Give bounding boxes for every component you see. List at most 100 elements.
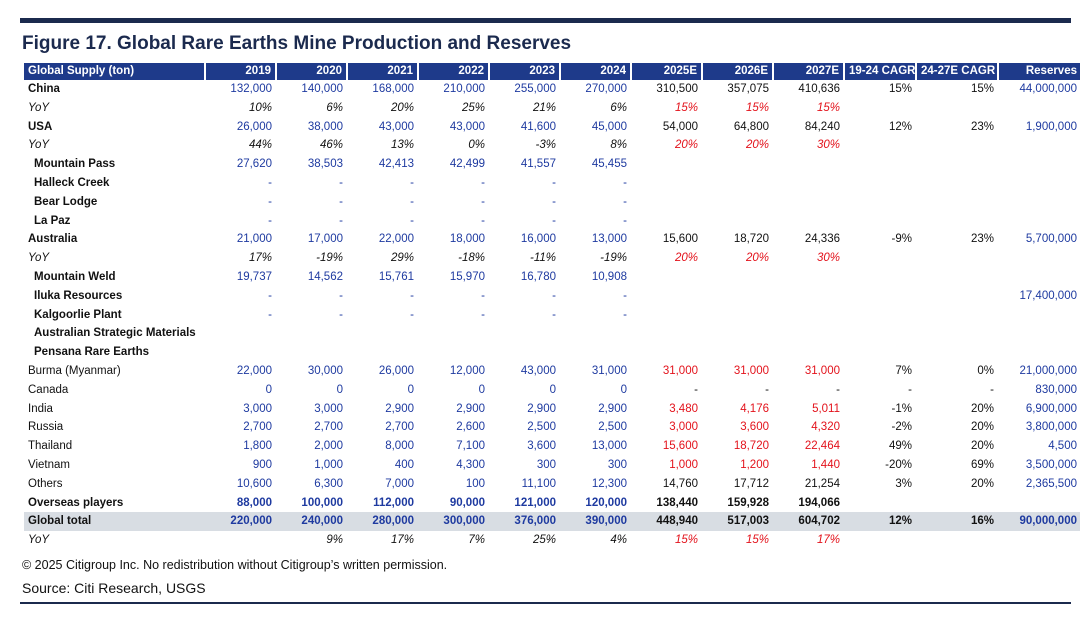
table-cell: 31,000 [733, 364, 769, 377]
table-cell: 2,700 [314, 421, 343, 434]
table-cell: 38,000 [307, 120, 343, 133]
table-cell: 100,000 [301, 496, 343, 509]
table-cell [773, 174, 844, 193]
table-cell: 280,000 [347, 512, 418, 532]
table-cell [998, 249, 1080, 268]
table-cell: 21% [532, 101, 556, 114]
table-cell: 38,503 [307, 158, 343, 171]
table-cell: 31,000 [591, 364, 627, 377]
table-cell: 0 [407, 383, 414, 396]
table-cell: 220,000 [205, 512, 276, 532]
table-cell: 20% [745, 139, 769, 152]
table-row: Pensana Rare Earths [24, 343, 1080, 362]
table-cell: 0 [265, 383, 272, 396]
table-cell: - [990, 383, 994, 396]
table-cell: - [623, 195, 627, 208]
table-cell: 210,000 [443, 83, 485, 95]
table-cell: - [268, 176, 272, 189]
table-row: India 3,000 3,000 2,900 2,900 2,900 2,900 3,480… [24, 400, 1080, 419]
table-cell: 15,600 [662, 233, 698, 246]
table-cell: 10,908 [591, 270, 627, 283]
table-cell: 2,500 [527, 421, 556, 434]
table-cell [844, 287, 916, 306]
table-cell: 0 [478, 383, 485, 396]
row-label: La Paz [34, 214, 71, 227]
table-cell [631, 155, 702, 174]
row-label: Bear Lodge [34, 195, 98, 208]
table-cell: - [481, 176, 485, 189]
table-cell: - [694, 383, 698, 396]
table-cell: - [339, 176, 343, 189]
table-cell: 90,000,000 [998, 512, 1080, 532]
table-cell: 357,075 [727, 83, 769, 95]
table-cell: 7,100 [456, 440, 485, 453]
table-cell [844, 531, 916, 550]
table-cell [773, 155, 844, 174]
table-cell: 20% [390, 101, 414, 114]
header-2026e: 2026E [701, 63, 773, 80]
table-cell: 4,320 [811, 421, 840, 434]
row-label: YoY [28, 139, 50, 152]
table-cell: 25% [461, 101, 485, 114]
table-cell: 15,761 [378, 270, 414, 283]
table-cell [916, 287, 998, 306]
row-label: Iluka Resources [34, 289, 123, 302]
header-2022: 2022 [417, 63, 489, 80]
table-cell [916, 212, 998, 231]
row-label: Global total [24, 512, 205, 532]
table-cell: 20% [674, 252, 698, 265]
table-cell [916, 155, 998, 174]
table-cell: 132,000 [230, 83, 272, 95]
table-cell: 6% [610, 101, 627, 114]
table-cell: 1,800 [243, 440, 272, 453]
table-row: Mountain Weld 19,737 14,562 15,761 15,970 16,… [24, 268, 1080, 287]
table-row: YoY 9% 17% 7% 25% 4% 15% 15% 17% [24, 531, 1080, 550]
table-cell: 11,100 [521, 477, 556, 490]
table-cell [702, 174, 773, 193]
table-cell: - [410, 214, 414, 227]
table-cell [347, 343, 418, 362]
table-cell [998, 494, 1080, 513]
table-cell: 22,464 [804, 440, 840, 453]
table-cell: 410,636 [798, 83, 840, 95]
bottom-rule [20, 602, 1071, 604]
table-cell: 604,702 [773, 512, 844, 532]
row-label: YoY [28, 252, 50, 265]
table-cell: 25% [532, 534, 556, 547]
table-cell [844, 99, 916, 118]
table-cell: 2,900 [456, 402, 485, 415]
table-row: Burma (Myanmar) 22,000 30,000 26,000 12,000 4… [24, 362, 1080, 381]
table-cell: 3,800,000 [1025, 421, 1077, 434]
table-row: YoY 44% 46% 13% 0% -3% 8% 20% 20% 30% [24, 136, 1080, 155]
table-cell: 7,000 [385, 477, 414, 490]
table-row: YoY 10% 6% 20% 25% 21% 6% 15% 15% 15% [24, 99, 1080, 118]
table-cell: 140,000 [301, 83, 343, 95]
table-cell: 23% [970, 233, 994, 246]
table-cell: 3,000 [314, 402, 343, 415]
table-cell: 138,440 [656, 496, 698, 509]
table-cell: 3,600 [740, 421, 769, 434]
table-cell: 1,000 [314, 458, 343, 471]
row-label: Thailand [28, 440, 73, 453]
table-cell [916, 193, 998, 212]
table-cell [276, 324, 347, 343]
table-cell: - [623, 176, 627, 189]
table-cell: 3,000 [243, 402, 272, 415]
table-cell: 15% [888, 83, 912, 95]
table-cell [773, 212, 844, 231]
table-cell: 15% [816, 101, 840, 114]
table-cell: 20% [745, 252, 769, 265]
table-cell: - [268, 308, 272, 321]
table-cell: 18,720 [733, 233, 769, 246]
table-cell: 43,000 [520, 364, 556, 377]
table-cell: - [339, 195, 343, 208]
table-cell [844, 268, 916, 287]
header-label: Global Supply (ton) [24, 63, 205, 80]
header-cagr-19-24: 19-24 CAGR [843, 63, 916, 80]
table-cell: 45,000 [591, 120, 627, 133]
table-cell: 13% [390, 139, 414, 152]
table-cell [773, 343, 844, 362]
table-cell: 20% [970, 421, 994, 434]
table-cell: -3% [535, 139, 556, 152]
table-cell: 22,000 [236, 364, 272, 377]
